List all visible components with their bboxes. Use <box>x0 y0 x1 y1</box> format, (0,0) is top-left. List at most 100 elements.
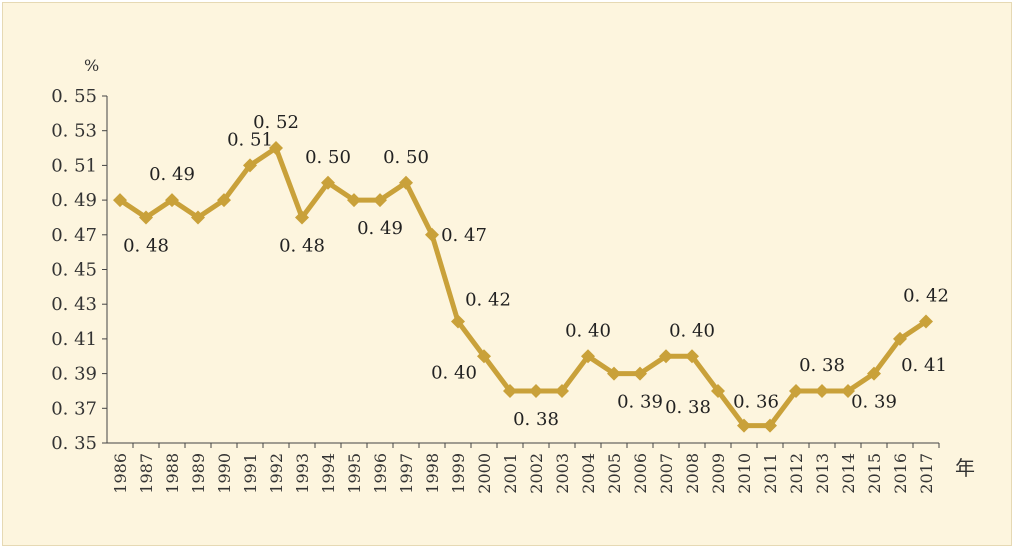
x-tick-label: 2016 <box>891 453 910 494</box>
data-point <box>217 193 231 208</box>
data-label: 0. 38 <box>513 409 559 430</box>
y-tick-label: 0. 49 <box>51 190 97 211</box>
x-tick-label: 1990 <box>215 453 234 494</box>
x-tick-label: 1996 <box>371 453 390 494</box>
data-point <box>425 227 439 242</box>
data-label: 0. 36 <box>733 392 779 413</box>
x-tick-label: 2014 <box>839 453 858 494</box>
x-tick-label: 1992 <box>267 453 286 494</box>
y-tick-label: 0. 55 <box>51 86 97 107</box>
x-tick-label: 1986 <box>111 453 130 494</box>
data-point <box>503 383 517 398</box>
line-chart: % 年 0. 350. 370. 390. 410. 430. 450. 470… <box>51 56 975 494</box>
data-label: 0. 49 <box>149 164 195 185</box>
x-tick-label: 1995 <box>345 453 364 494</box>
data-label: 0. 40 <box>565 320 611 341</box>
data-label: 0. 48 <box>123 235 169 256</box>
x-tick-label: 2000 <box>475 453 494 494</box>
x-tick-label: 1998 <box>423 453 442 494</box>
data-label: 0. 52 <box>253 112 299 133</box>
x-tick-label: 2007 <box>657 453 676 494</box>
data-label: 0. 49 <box>357 218 403 239</box>
data-point <box>763 418 777 433</box>
x-tick-label: 1991 <box>241 453 260 494</box>
data-label: 0. 48 <box>279 235 325 256</box>
y-tick-label: 0. 45 <box>51 260 97 281</box>
y-tick-label: 0. 37 <box>51 398 97 419</box>
series-line <box>118 145 928 429</box>
data-point <box>633 366 647 381</box>
data-point <box>113 193 127 208</box>
data-label: 0. 47 <box>441 225 487 246</box>
data-point <box>373 193 387 208</box>
data-point <box>347 193 361 208</box>
data-point <box>191 210 205 225</box>
data-label: 0. 39 <box>851 392 897 413</box>
data-point <box>659 349 673 364</box>
y-tick-label: 0. 39 <box>51 364 97 385</box>
y-axis-ticks: 0. 35 0. 37 0. 39 0. 41 0. 43 0. 45 0. 47 0. 49… <box>51 86 107 454</box>
y-tick-label: 0. 41 <box>51 329 97 350</box>
data-point <box>451 314 465 329</box>
data-point <box>841 383 855 398</box>
x-tick-label: 1987 <box>137 453 156 494</box>
x-tick-label: 2017 <box>917 453 936 494</box>
x-tick-label: 2008 <box>683 453 702 494</box>
data-label: 0. 51 <box>227 129 273 150</box>
x-tick-label: 2006 <box>631 453 650 494</box>
data-label: 0. 42 <box>465 290 511 311</box>
x-tick-label: 1989 <box>189 453 208 494</box>
x-tick-label: 2011 <box>761 453 780 494</box>
data-point <box>815 383 829 398</box>
x-tick-label: 2010 <box>735 453 754 494</box>
data-point <box>867 366 881 381</box>
x-tick-label: 2005 <box>605 453 624 494</box>
x-tick-label: 2002 <box>527 453 546 494</box>
y-tick-label: 0. 43 <box>51 294 97 315</box>
series-path <box>118 145 928 429</box>
data-point <box>893 331 907 346</box>
data-point <box>139 210 153 225</box>
y-tick-label: 0. 53 <box>51 121 97 142</box>
data-label: 0. 41 <box>901 355 947 376</box>
data-point <box>685 349 699 364</box>
data-label: 0. 50 <box>383 147 429 168</box>
y-axis-unit: % <box>84 56 99 75</box>
data-point <box>529 383 543 398</box>
series-markers <box>113 141 933 433</box>
data-label: 0. 40 <box>669 320 715 341</box>
x-tick-label: 2013 <box>813 453 832 494</box>
data-label: 0. 50 <box>305 147 351 168</box>
data-point <box>399 175 413 190</box>
x-tick-label: 2009 <box>709 453 728 494</box>
x-tick-label: 1997 <box>397 453 416 494</box>
data-label: 0. 38 <box>665 397 711 418</box>
x-tick-label: 2012 <box>787 453 806 494</box>
data-point <box>581 349 595 364</box>
x-tick-label: 2001 <box>501 453 520 494</box>
x-tick-label: 1994 <box>319 453 338 494</box>
x-tick-label: 1988 <box>163 453 182 494</box>
x-tick-label: 1993 <box>293 453 312 494</box>
x-tick-label: 1999 <box>449 453 468 494</box>
y-tick-label: 0. 47 <box>51 225 97 246</box>
data-labels: 0. 48 0. 49 0. 510. 52 0. 48 0. 50 0. 49 0. 50… <box>123 112 949 430</box>
data-point <box>243 158 257 173</box>
x-tick-label: 2015 <box>865 453 884 494</box>
data-point <box>555 383 569 398</box>
data-point <box>165 193 179 208</box>
x-axis-ticks: 1986 1987 1988 1989 1990 1991 1992 1993 1994 1995… <box>111 443 940 494</box>
data-point <box>711 383 725 398</box>
y-tick-label: 0. 51 <box>51 155 97 176</box>
data-label: 0. 40 <box>431 362 477 383</box>
x-tick-label: 2004 <box>579 453 598 494</box>
data-label: 0. 42 <box>903 286 949 307</box>
data-point <box>919 314 933 329</box>
data-label: 0. 39 <box>617 392 663 413</box>
x-tick-label: 2003 <box>553 453 572 494</box>
data-point <box>295 210 309 225</box>
data-point <box>269 141 283 156</box>
y-tick-label: 0. 35 <box>51 433 97 454</box>
x-axis-unit: 年 <box>955 456 975 480</box>
